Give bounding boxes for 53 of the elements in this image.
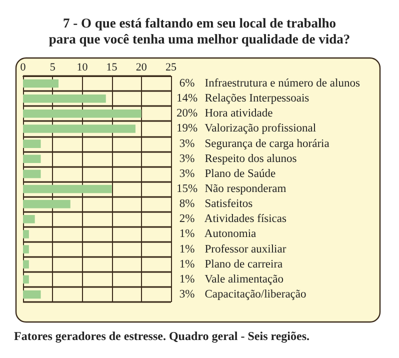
- bar: [23, 214, 35, 224]
- y-tick-label: Vale alimentação: [199, 273, 284, 286]
- y-tick-label: Infraestrutura e número de alunos: [198, 78, 360, 90]
- data-label: 2%: [179, 213, 196, 226]
- bar: [23, 79, 59, 88]
- x-tick-label: 0: [20, 62, 26, 74]
- y-tick-label: Relações Interpessoais: [199, 92, 310, 105]
- text: Fatores geradores de estresse. Quadro geral - Seis regiões.: [14, 329, 310, 343]
- bar: [23, 184, 112, 194]
- x-tick-label: 15: [106, 62, 118, 74]
- x-tick-label: 25: [166, 62, 177, 74]
- y-tick-label: Respeito dos alunos: [198, 152, 298, 165]
- bar: [23, 260, 29, 268]
- y-tick-label: Plano de carreira: [198, 258, 283, 270]
- y-tick-label: Segurança de carga horária: [198, 138, 330, 150]
- y-tick-label: Atividades físicas: [199, 213, 288, 226]
- bar: [23, 124, 136, 133]
- x-tick-label: 10: [76, 62, 88, 74]
- data-label: 3%: [179, 288, 196, 300]
- data-label: 3%: [179, 152, 196, 165]
- data-label: 15%: [176, 183, 198, 195]
- data-label: 3%: [179, 168, 196, 180]
- text: 7 - O que está faltando em seu local de trabalho para que você tenha uma melhor qualidade de vida?: [48, 16, 350, 46]
- y-tick-label: Valorização profissional: [199, 122, 316, 135]
- bar: [23, 110, 142, 118]
- bar: [23, 275, 29, 284]
- data-label: 8%: [179, 198, 196, 210]
- y-tick-label: Professor auxiliar: [198, 243, 286, 256]
- data-label: 1%: [179, 228, 196, 240]
- data-label: 1%: [179, 258, 196, 270]
- data-label: 1%: [179, 243, 196, 256]
- x-tick-label: 20: [136, 62, 148, 74]
- y-tick-label: Autonomia: [199, 228, 256, 240]
- bar: [23, 245, 29, 254]
- y-tick-label: Capacitação/liberação: [198, 288, 307, 300]
- data-label: 20%: [176, 108, 198, 120]
- y-tick-label: Plano de Saúde: [199, 168, 276, 180]
- y-tick-label: Satisfeitos: [198, 198, 254, 210]
- bar: [23, 170, 41, 178]
- data-label: 1%: [179, 273, 196, 286]
- bar: [23, 94, 106, 103]
- data-label: 3%: [179, 138, 196, 150]
- bar: [23, 200, 70, 208]
- bar: [23, 290, 41, 299]
- data-label: 19%: [176, 122, 198, 135]
- bar: [23, 140, 41, 148]
- data-label: 6%: [179, 78, 196, 90]
- data-label: 14%: [176, 92, 198, 105]
- bar: [23, 154, 41, 164]
- x-tick-label: 5: [50, 62, 56, 74]
- y-tick-label: Hora atividade: [199, 108, 273, 120]
- y-tick-label: Não responderam: [198, 183, 286, 195]
- bar: [23, 230, 29, 238]
